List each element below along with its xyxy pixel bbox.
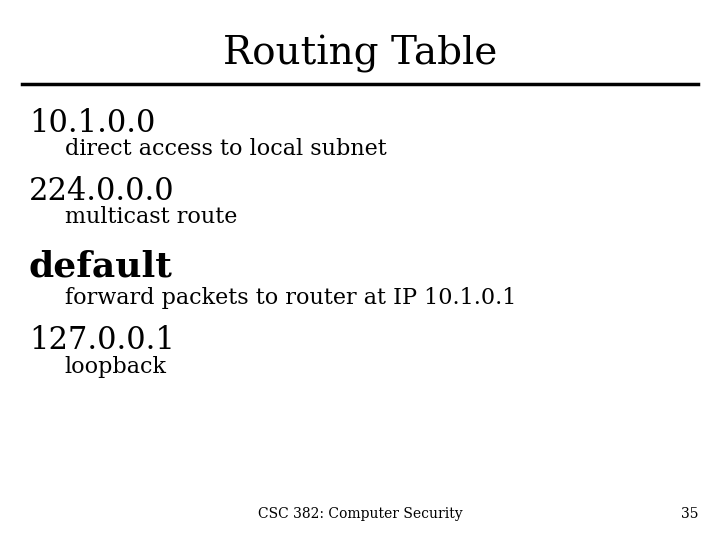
Text: forward packets to router at IP 10.1.0.1: forward packets to router at IP 10.1.0.1	[65, 287, 516, 309]
Text: 10.1.0.0: 10.1.0.0	[29, 108, 156, 139]
Text: Routing Table: Routing Table	[222, 35, 498, 73]
Text: default: default	[29, 249, 173, 284]
Text: direct access to local subnet: direct access to local subnet	[65, 138, 387, 160]
Text: loopback: loopback	[65, 356, 167, 379]
Text: 127.0.0.1: 127.0.0.1	[29, 325, 175, 356]
Text: 224.0.0.0: 224.0.0.0	[29, 176, 174, 206]
Text: 35: 35	[681, 507, 698, 521]
Text: multicast route: multicast route	[65, 206, 237, 228]
Text: CSC 382: Computer Security: CSC 382: Computer Security	[258, 507, 462, 521]
